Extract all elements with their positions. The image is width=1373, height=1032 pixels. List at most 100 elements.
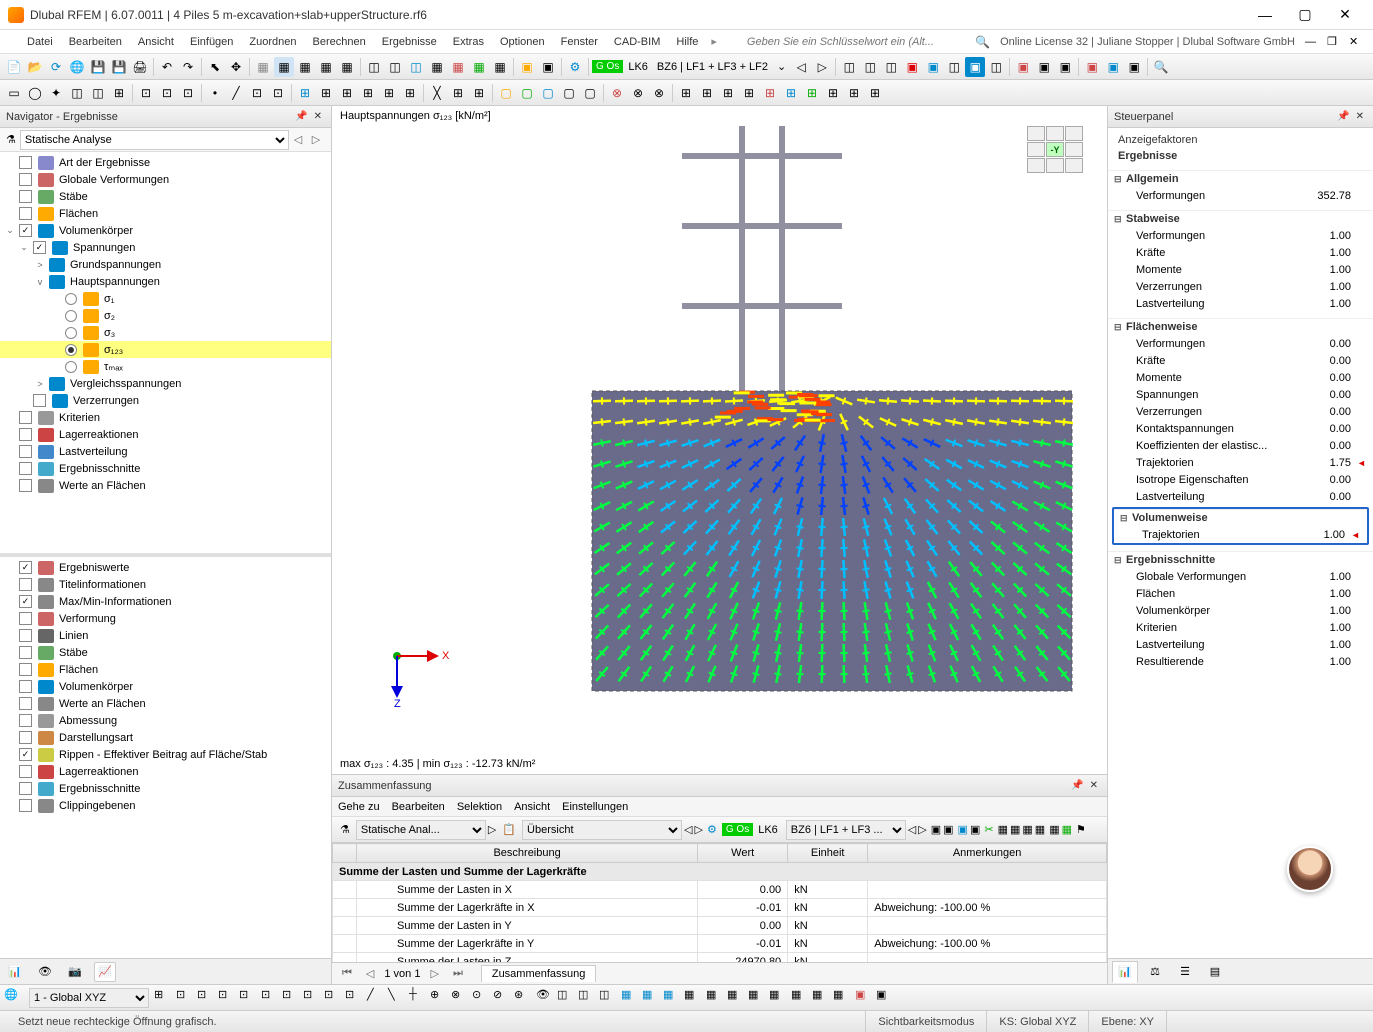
tree-item[interactable]: Lagerreaktionen: [0, 426, 331, 443]
tb2-t[interactable]: ▢: [517, 83, 537, 103]
summary-tab[interactable]: Zusammenfassung: [481, 965, 597, 982]
nav-tab-data-icon[interactable]: 📊: [4, 962, 26, 982]
print-icon[interactable]: 🖨: [130, 57, 150, 77]
lt-p[interactable]: ⊙: [472, 988, 492, 1008]
lt-t[interactable]: ◫: [557, 988, 577, 1008]
tb2-o[interactable]: ⊞: [400, 83, 420, 103]
summary-menu-edit[interactable]: Bearbeiten: [392, 801, 445, 813]
tb2-j[interactable]: ⊞: [295, 83, 315, 103]
summary-tb-l[interactable]: ⚑: [1076, 823, 1086, 836]
tb2-i[interactable]: ⊡: [268, 83, 288, 103]
summary-tb-j[interactable]: ▦: [1049, 823, 1059, 836]
lt-a[interactable]: ⊞: [154, 988, 174, 1008]
node-icon[interactable]: •: [205, 83, 225, 103]
tb2-h[interactable]: ⊡: [247, 83, 267, 103]
tb2-b[interactable]: ◫: [67, 83, 87, 103]
tb-h[interactable]: ▣: [517, 57, 537, 77]
tree-item[interactable]: Lastverteilung: [0, 443, 331, 460]
save-icon[interactable]: 💾: [88, 57, 108, 77]
display-tree[interactable]: ✓ErgebniswerteTitelinformationen✓Max/Min…: [0, 557, 331, 958]
lt-s[interactable]: 👁: [536, 988, 556, 1008]
lt-v[interactable]: ◫: [599, 988, 619, 1008]
lt-ad[interactable]: ▦: [769, 988, 789, 1008]
grid-icon[interactable]: ▦: [274, 57, 294, 77]
tb-l[interactable]: ◫: [881, 57, 901, 77]
move-icon[interactable]: ✥: [226, 57, 246, 77]
summary-tb-e[interactable]: ✂: [984, 823, 993, 836]
tree-item[interactable]: Globale Verformungen: [0, 171, 331, 188]
tree-item[interactable]: Verformung: [0, 610, 331, 627]
nav-tab-camera-icon[interactable]: 📷: [64, 962, 86, 982]
close-button[interactable]: ✕: [1325, 0, 1365, 30]
summary-tb-i[interactable]: ▦: [1035, 823, 1045, 836]
pager-next-icon[interactable]: ▷: [426, 967, 442, 980]
lt-ab[interactable]: ▦: [727, 988, 747, 1008]
lk-nav-right[interactable]: ▷: [812, 57, 832, 77]
lt-z[interactable]: ▦: [684, 988, 704, 1008]
summary-analysis-select[interactable]: Statische Anal...: [356, 820, 486, 840]
lt-m[interactable]: ┼: [409, 988, 429, 1008]
tree-item[interactable]: Stäbe: [0, 188, 331, 205]
summary-nav2b[interactable]: ▷: [695, 823, 703, 836]
tb-i[interactable]: ▣: [538, 57, 558, 77]
tb2-c[interactable]: ◫: [88, 83, 108, 103]
summary-tb-g[interactable]: ▦: [1010, 823, 1020, 836]
tb-e[interactable]: ▦: [448, 57, 468, 77]
tree-item[interactable]: σ₂: [0, 307, 331, 324]
summary-nav2a[interactable]: ◁: [684, 823, 692, 836]
lt-ah[interactable]: ▣: [855, 988, 875, 1008]
tb2-r[interactable]: ⊞: [469, 83, 489, 103]
tree-item[interactable]: Abmessung: [0, 712, 331, 729]
tb2-p[interactable]: ╳: [427, 83, 447, 103]
tree-item[interactable]: Ergebnisschnitte: [0, 460, 331, 477]
summary-table[interactable]: Beschreibung Wert Einheit Anmerkungen Su…: [332, 843, 1107, 962]
lt-o[interactable]: ⊗: [451, 988, 471, 1008]
lt-r[interactable]: ⊛: [514, 988, 534, 1008]
lk-nav-left[interactable]: ◁: [791, 57, 811, 77]
tree-item[interactable]: ✓Ergebniswerte: [0, 559, 331, 576]
tb-u[interactable]: ▣: [1082, 57, 1102, 77]
grid3-icon[interactable]: ▦: [316, 57, 336, 77]
summary-close-icon[interactable]: ✕: [1087, 780, 1101, 791]
steuer-pin-icon[interactable]: 📌: [1334, 111, 1352, 122]
tb-o[interactable]: ◫: [944, 57, 964, 77]
tree-item[interactable]: Werte an Flächen: [0, 695, 331, 712]
tb2-x[interactable]: ⊗: [607, 83, 627, 103]
tb2-z[interactable]: ⊗: [649, 83, 669, 103]
tb2-ag[interactable]: ⊞: [802, 83, 822, 103]
lk-dropdown-icon[interactable]: ⌄: [773, 60, 790, 73]
lt-aa[interactable]: ▦: [706, 988, 726, 1008]
open-icon[interactable]: 📂: [25, 57, 45, 77]
tb2-af[interactable]: ⊞: [781, 83, 801, 103]
steuer-body[interactable]: Anzeigefaktoren Ergebnisse ⊟AllgemeinVer…: [1108, 128, 1373, 958]
tree-item[interactable]: Lagerreaktionen: [0, 763, 331, 780]
summary-tb-a[interactable]: ▣: [931, 823, 941, 836]
nav-next-icon[interactable]: ▷: [307, 133, 325, 146]
sel-rect-icon[interactable]: ▭: [4, 83, 24, 103]
tree-item[interactable]: Linien: [0, 627, 331, 644]
tree-item[interactable]: Flächen: [0, 205, 331, 222]
maximize-button[interactable]: ▢: [1285, 0, 1325, 30]
tb-c[interactable]: ◫: [406, 57, 426, 77]
menu-datei[interactable]: Datei: [20, 34, 60, 50]
lt-af[interactable]: ▦: [812, 988, 832, 1008]
undo-icon[interactable]: ↶: [157, 57, 177, 77]
tb2-y[interactable]: ⊗: [628, 83, 648, 103]
results-tree[interactable]: Art der ErgebnisseGlobale VerformungenSt…: [0, 152, 331, 553]
tree-item[interactable]: Darstellungsart: [0, 729, 331, 746]
mdi-minimize[interactable]: —: [1305, 36, 1325, 48]
lt-d[interactable]: ⊡: [218, 988, 238, 1008]
tree-item[interactable]: τₘₐₓ: [0, 358, 331, 375]
lt-q[interactable]: ⊘: [493, 988, 513, 1008]
lt-u[interactable]: ◫: [578, 988, 598, 1008]
tb-x[interactable]: 🔍: [1151, 57, 1171, 77]
lt-ag[interactable]: ▦: [833, 988, 853, 1008]
viewport[interactable]: Hauptspannungen σ₁₂₃ [kN/m²] -Y: [332, 106, 1107, 774]
support-avatar[interactable]: [1287, 846, 1333, 892]
tb2-k[interactable]: ⊞: [316, 83, 336, 103]
nav-tab-results-icon[interactable]: 📈: [94, 962, 116, 982]
tb2-e[interactable]: ⊡: [136, 83, 156, 103]
tb2-v[interactable]: ▢: [559, 83, 579, 103]
summary-nav3b[interactable]: ▷: [918, 823, 926, 836]
menu-zuordnen[interactable]: Zuordnen: [242, 34, 303, 50]
